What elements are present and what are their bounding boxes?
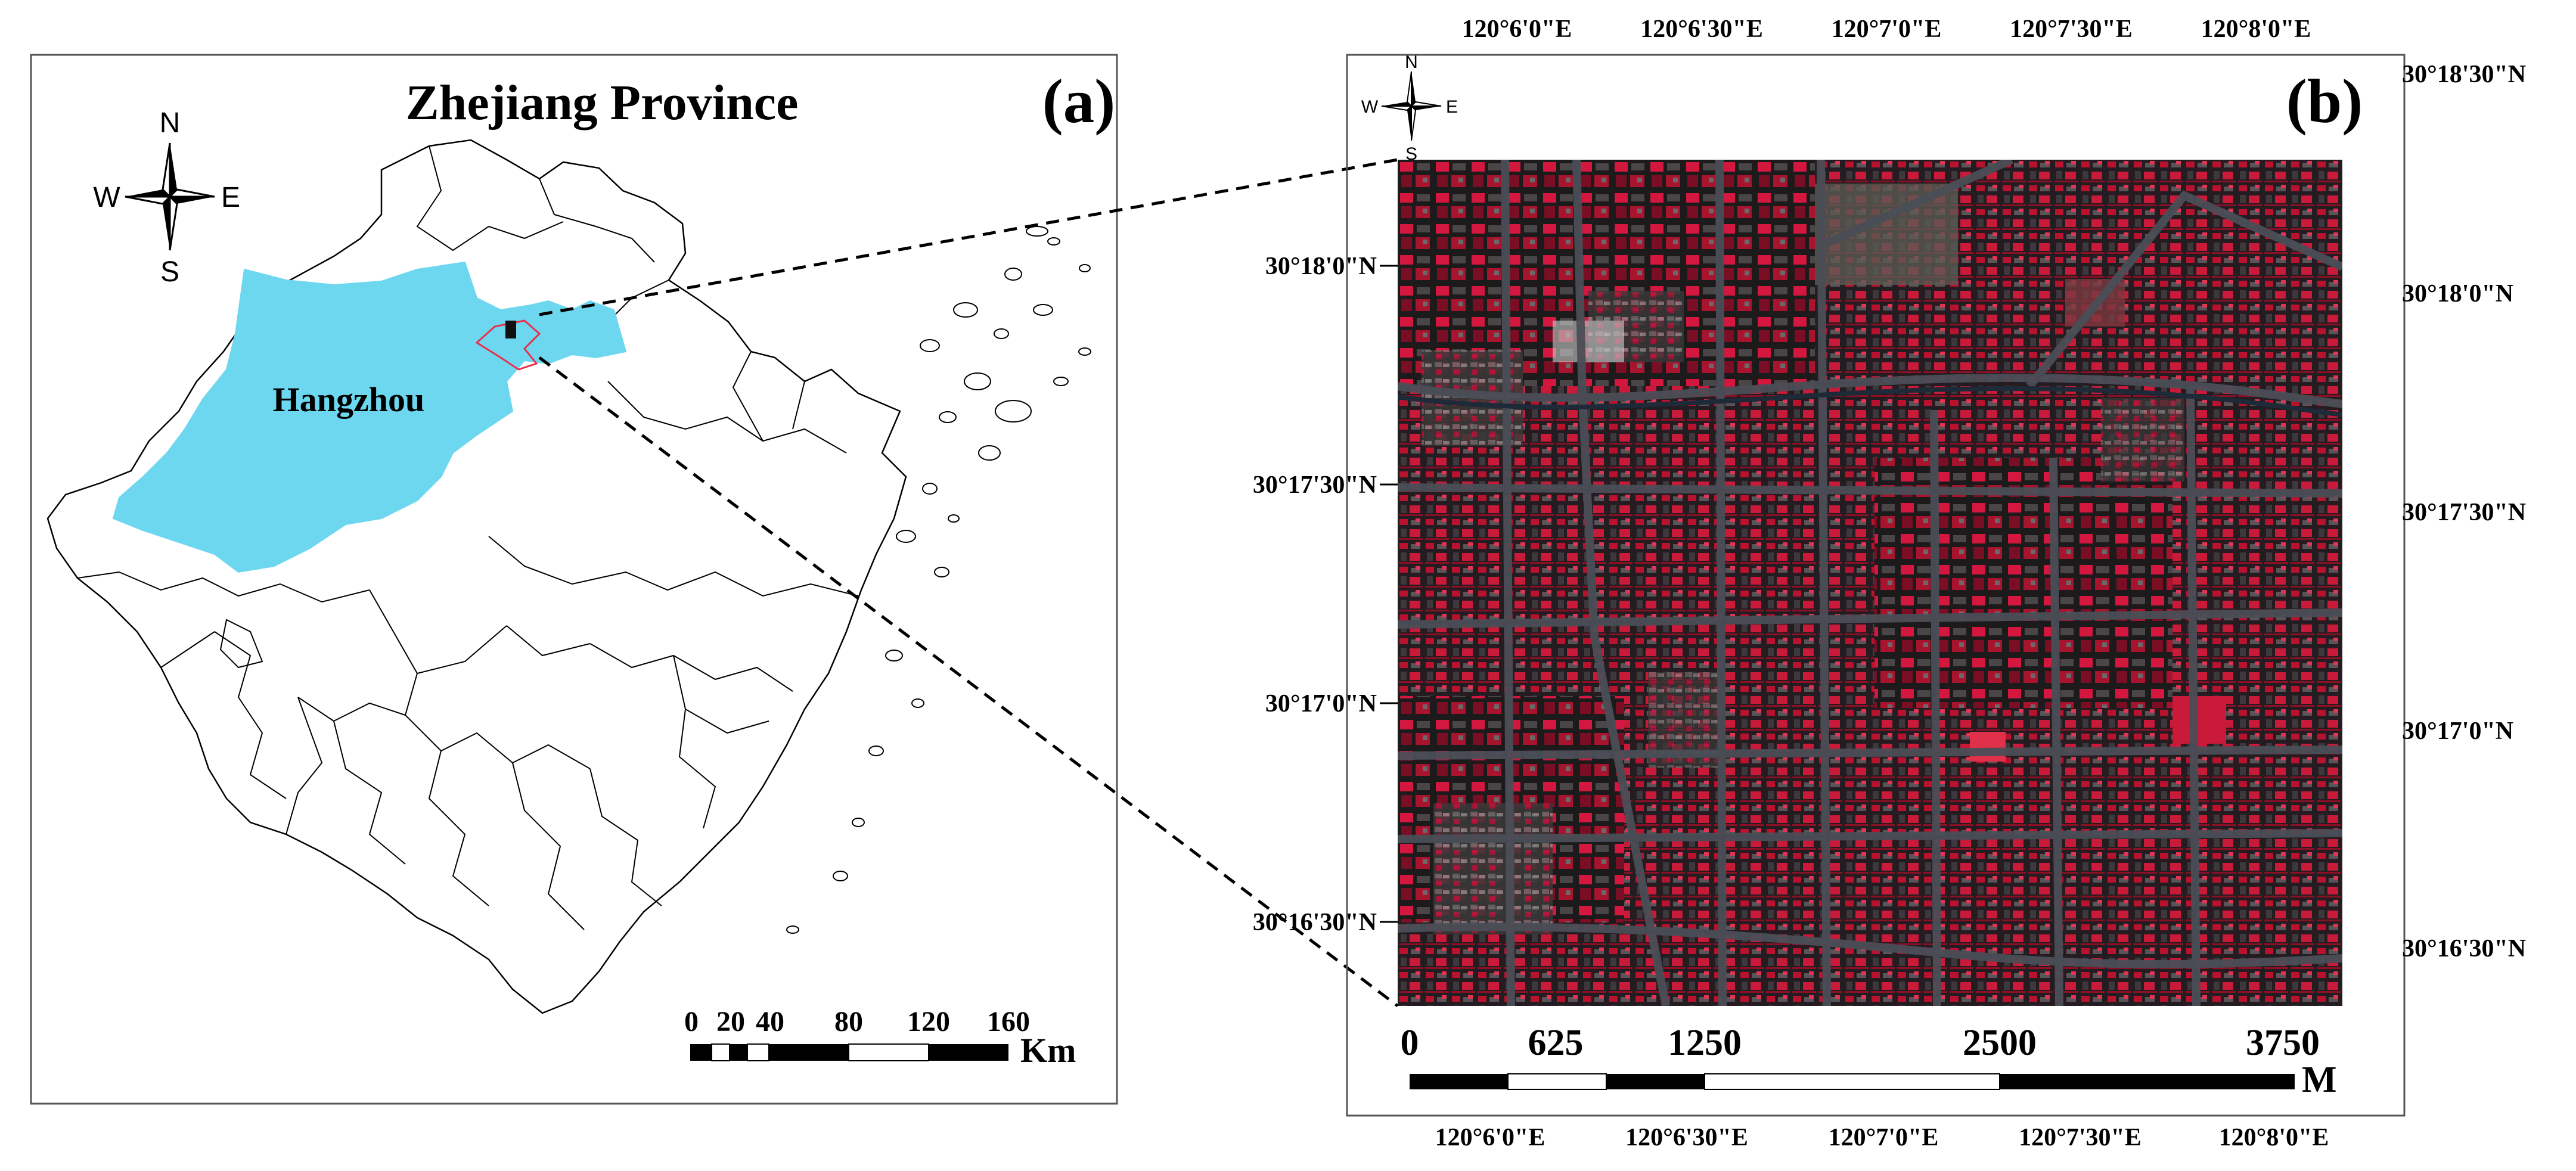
- study-area-outline: [475, 319, 541, 371]
- scale-b-unit: M: [2302, 1060, 2337, 1100]
- scale-bar-a: 0 20 40 80 120 160 Km: [684, 1006, 1076, 1070]
- bottom-lon-4: 120°7'30"E: [2019, 1124, 2142, 1151]
- scale-a-tick-1: 20: [716, 1006, 745, 1038]
- satellite-image: [1398, 160, 2342, 1006]
- hangzhou-region: [112, 261, 627, 573]
- scale-a-tick-4: 120: [907, 1006, 950, 1038]
- right-lat-1: 30°18'30"N: [2402, 61, 2526, 88]
- right-lat-5: 30°16'30"N: [2402, 935, 2526, 962]
- scale-b-tick-1: 625: [1528, 1023, 1584, 1063]
- bottom-longitude-labels: 120°6'0"E 120°6'30"E 120°7'0"E 120°7'30"…: [1435, 1124, 2329, 1151]
- panel-b-label: (b): [2286, 66, 2363, 136]
- scale-a-tick-0: 0: [684, 1006, 699, 1038]
- panel-a: Zhejiang Province (a) N S E W: [30, 54, 1118, 1105]
- compass-w-label: W: [93, 182, 120, 213]
- scale-a-tick-5: 160: [987, 1006, 1030, 1038]
- compass-b-n-label: N: [1405, 52, 1418, 72]
- right-lat-4: 30°17'0"N: [2402, 717, 2513, 745]
- left-lat-3: 30°17'0"N: [1265, 690, 1377, 717]
- satellite-roads: [1398, 160, 2342, 1006]
- panel-a-title: Zhejiang Province: [406, 75, 799, 131]
- top-longitude-labels: 120°6'0"E 120°6'30"E 120°7'0"E 120°7'30"…: [1462, 15, 2311, 43]
- scale-b-tick-0: 0: [1401, 1023, 1419, 1063]
- bottom-lon-5: 120°8'0"E: [2219, 1124, 2329, 1151]
- hangzhou-label: Hangzhou: [273, 380, 425, 419]
- left-lat-1: 30°18'0"N: [1265, 253, 1377, 280]
- scale-b-tick-2: 1250: [1668, 1023, 1742, 1063]
- study-area-marker: [505, 321, 516, 338]
- left-lat-2: 30°17'30"N: [1253, 471, 1377, 499]
- panel-b: (b) N S E W: [1253, 15, 2526, 1151]
- left-latitude-labels: 30°18'0"N 30°17'30"N 30°17'0"N 30°16'30"…: [1253, 253, 1377, 936]
- compass-rose-icon: N S E W: [93, 107, 240, 288]
- scale-b-tick-4: 3750: [2246, 1023, 2320, 1063]
- bottom-lon-3: 120°7'0"E: [1829, 1124, 1939, 1151]
- top-lon-1: 120°6'0"E: [1462, 15, 1572, 43]
- compass-b-w-label: W: [1361, 97, 1379, 117]
- top-lon-5: 120°8'0"E: [2201, 15, 2311, 43]
- top-lon-4: 120°7'30"E: [2010, 15, 2133, 43]
- county-boundaries: [77, 145, 859, 930]
- top-lon-2: 120°6'30"E: [1640, 15, 1763, 43]
- compass-rose-icon: N S E W: [1361, 52, 1458, 164]
- scale-bar-b: 0 625 1250 2500 3750 M: [1401, 1023, 2337, 1100]
- right-lat-3: 30°17'30"N: [2402, 499, 2526, 526]
- compass-s-label: S: [160, 256, 179, 288]
- right-lat-2: 30°18'0"N: [2402, 280, 2513, 307]
- graticule-ticks: [1380, 265, 1398, 923]
- compass-e-label: E: [221, 182, 240, 213]
- panel-b-frame: [1346, 54, 2406, 1117]
- compass-n-label: N: [160, 107, 181, 139]
- scale-a-tick-2: 40: [756, 1006, 784, 1038]
- bottom-lon-1: 120°6'0"E: [1435, 1124, 1545, 1151]
- scale-b-tick-3: 2500: [1963, 1023, 2037, 1063]
- scale-a-unit: Km: [1020, 1031, 1076, 1070]
- compass-b-e-label: E: [1446, 97, 1458, 117]
- scale-a-tick-3: 80: [834, 1006, 863, 1038]
- right-latitude-labels: 30°18'30"N 30°18'0"N 30°17'30"N 30°17'0"…: [2402, 61, 2526, 962]
- connector-lines: [538, 158, 1399, 1007]
- compass-b-s-label: S: [1405, 144, 1417, 164]
- panel-a-label: (a): [1042, 66, 1115, 136]
- left-lat-4: 30°16'30"N: [1253, 909, 1377, 936]
- coastal-islands: [786, 226, 1091, 934]
- bottom-lon-2: 120°6'30"E: [1625, 1124, 1748, 1151]
- top-lon-3: 120°7'0"E: [1832, 15, 1942, 43]
